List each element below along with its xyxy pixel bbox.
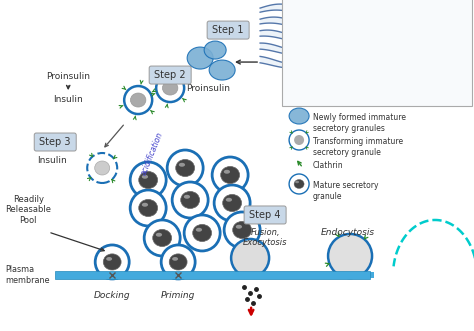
Ellipse shape xyxy=(224,170,230,174)
Circle shape xyxy=(156,74,184,102)
Ellipse shape xyxy=(181,191,200,209)
Circle shape xyxy=(130,162,166,198)
FancyBboxPatch shape xyxy=(282,0,472,106)
Ellipse shape xyxy=(236,225,242,229)
Ellipse shape xyxy=(139,171,158,189)
FancyBboxPatch shape xyxy=(207,21,249,39)
FancyBboxPatch shape xyxy=(244,206,286,224)
Circle shape xyxy=(124,86,152,114)
Circle shape xyxy=(224,212,260,248)
Text: Fusion,
Exocytosis: Fusion, Exocytosis xyxy=(243,228,287,247)
Text: Insulin: Insulin xyxy=(37,156,67,165)
Ellipse shape xyxy=(95,161,109,175)
Ellipse shape xyxy=(204,41,226,59)
Ellipse shape xyxy=(139,200,158,216)
Circle shape xyxy=(95,245,129,279)
Ellipse shape xyxy=(169,254,187,270)
Text: Plasma
membrane: Plasma membrane xyxy=(5,265,50,285)
Text: Step 3: Step 3 xyxy=(39,137,71,147)
Ellipse shape xyxy=(172,257,178,261)
Ellipse shape xyxy=(176,160,195,176)
Text: Newly formed immature
secretory granules: Newly formed immature secretory granules xyxy=(313,113,406,133)
Circle shape xyxy=(184,215,220,251)
Ellipse shape xyxy=(163,81,178,95)
Text: Docking: Docking xyxy=(94,291,130,300)
Circle shape xyxy=(161,245,195,279)
Text: Priming: Priming xyxy=(161,291,195,300)
Ellipse shape xyxy=(226,198,232,202)
Ellipse shape xyxy=(223,194,242,212)
Circle shape xyxy=(172,182,208,218)
Text: Step 2: Step 2 xyxy=(155,70,186,80)
Circle shape xyxy=(231,239,269,277)
Ellipse shape xyxy=(184,195,190,199)
Text: Readily
Releasable
Pool: Readily Releasable Pool xyxy=(5,195,51,225)
Ellipse shape xyxy=(187,47,213,69)
Ellipse shape xyxy=(221,166,239,184)
Text: Insulin: Insulin xyxy=(54,95,83,104)
Circle shape xyxy=(289,174,309,194)
Ellipse shape xyxy=(179,163,185,167)
Circle shape xyxy=(167,150,203,186)
Ellipse shape xyxy=(294,179,304,188)
Text: Proinsulin: Proinsulin xyxy=(46,72,90,81)
Circle shape xyxy=(130,190,166,226)
Circle shape xyxy=(212,157,248,193)
Text: Golgi network: Golgi network xyxy=(351,14,429,24)
Text: Transforming immature
secretory granule: Transforming immature secretory granule xyxy=(313,137,403,157)
Ellipse shape xyxy=(130,93,146,107)
Text: Clathrin: Clathrin xyxy=(313,161,344,170)
Circle shape xyxy=(289,130,309,150)
Bar xyxy=(55,271,370,279)
Text: Step 4: Step 4 xyxy=(249,210,281,220)
Text: ER: ER xyxy=(380,2,397,15)
Ellipse shape xyxy=(233,221,252,239)
Bar xyxy=(326,272,374,278)
Ellipse shape xyxy=(196,228,202,232)
Ellipse shape xyxy=(209,60,235,80)
Ellipse shape xyxy=(142,203,148,207)
Ellipse shape xyxy=(193,224,211,242)
FancyBboxPatch shape xyxy=(34,133,76,151)
Text: Mature secretory
granule: Mature secretory granule xyxy=(313,181,379,201)
FancyBboxPatch shape xyxy=(149,66,191,84)
Text: Step 1: Step 1 xyxy=(212,25,244,35)
Text: Endocytosis: Endocytosis xyxy=(321,228,375,237)
Circle shape xyxy=(87,153,117,183)
Ellipse shape xyxy=(153,229,172,247)
Text: Proinsulin: Proinsulin xyxy=(186,84,230,93)
Circle shape xyxy=(328,234,372,278)
Text: acidification: acidification xyxy=(139,130,165,176)
Ellipse shape xyxy=(106,257,112,261)
Circle shape xyxy=(214,185,250,221)
Ellipse shape xyxy=(156,233,162,237)
Ellipse shape xyxy=(295,181,299,183)
Circle shape xyxy=(144,220,180,256)
Ellipse shape xyxy=(103,254,121,270)
Ellipse shape xyxy=(294,135,304,145)
Ellipse shape xyxy=(289,108,309,124)
Ellipse shape xyxy=(142,175,148,179)
